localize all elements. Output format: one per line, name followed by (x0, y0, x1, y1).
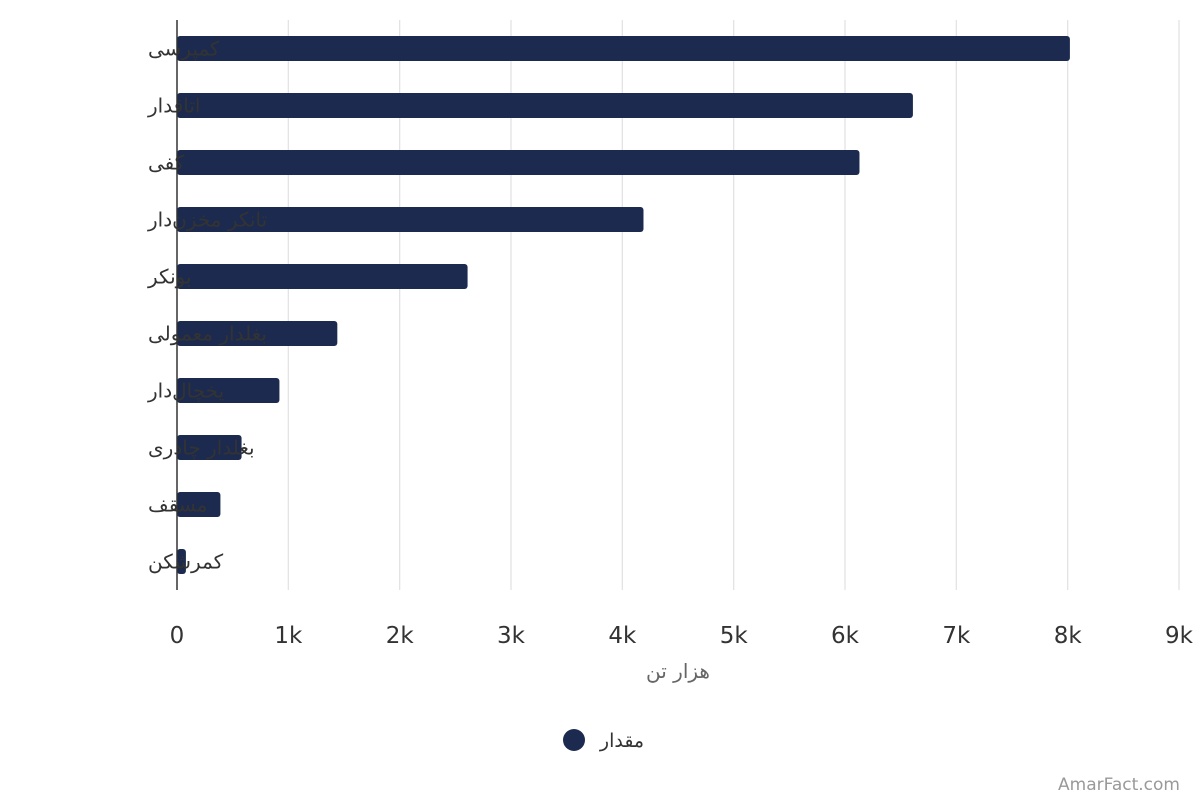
x-tick-label: 8k (1054, 623, 1083, 649)
category-label: کمرشکن (148, 550, 224, 574)
bar[interactable] (177, 321, 338, 346)
category-label: بغلدار چادری (148, 436, 255, 460)
x-tick-label: 5k (720, 623, 749, 649)
category-label: کمپرسی (148, 37, 220, 62)
category-label: اتاقدار (147, 94, 201, 118)
x-tick-label: 7k (942, 623, 971, 649)
bars (177, 36, 1070, 574)
legend[interactable]: مقدار (563, 729, 644, 752)
bar[interactable] (177, 264, 468, 289)
x-tick-label: 6k (831, 623, 860, 649)
bar[interactable] (177, 492, 221, 517)
x-tick-labels: 0 1k 2k 3k 4k 5k 6k 7k 8k 9k (170, 623, 1194, 649)
bar[interactable] (177, 150, 860, 175)
x-tick-label: 4k (608, 623, 637, 649)
bar[interactable] (177, 207, 644, 232)
bar[interactable] (177, 435, 242, 460)
legend-swatch-icon (563, 729, 585, 751)
category-label: مسقف (148, 493, 207, 517)
credit-text: AmarFact.com (1058, 775, 1180, 795)
x-tick-label: 9k (1165, 623, 1194, 649)
x-tick-label: 2k (386, 623, 415, 649)
category-label: بغلدار معمولی (148, 322, 267, 346)
bar[interactable] (177, 93, 913, 118)
x-tick-label: 0 (170, 623, 185, 649)
x-tick-label: 1k (274, 623, 303, 649)
category-labels: کمپرسی اتاقدار کفی تانکر مخزن‌دار بونکر بغلدا… (147, 37, 267, 574)
category-label: تانکر مخزن‌دار (147, 208, 267, 232)
legend-label: مقدار (599, 730, 644, 752)
x-axis-title: هزار تن (646, 659, 710, 683)
x-tick-label: 3k (497, 623, 526, 649)
category-label: بونکر (147, 265, 192, 289)
bar[interactable] (177, 549, 186, 574)
category-label: کفی (148, 151, 185, 175)
bar[interactable] (177, 378, 280, 403)
bar[interactable] (177, 36, 1070, 61)
category-label: یخچال‌دار (147, 379, 224, 403)
